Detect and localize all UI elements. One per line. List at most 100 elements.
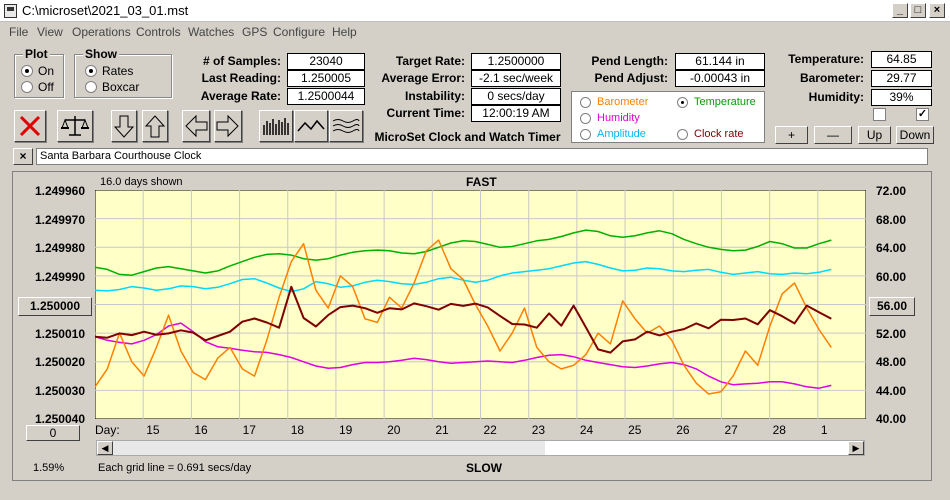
arrow-down-button[interactable] [111,110,137,142]
legend-clock-rate[interactable]: Clock rate [677,128,744,140]
arrow-right-button[interactable] [214,110,242,142]
right-center-button[interactable]: 56.00 [869,297,915,316]
x-tick-label: 23 [531,423,546,437]
arrow-left-button[interactable] [182,110,210,142]
samples-label: # of Samples: [202,54,281,68]
show-group: Show Rates Boxcar [74,47,172,98]
down-button[interactable]: Down [896,126,934,144]
menu-controls[interactable]: Controls [136,25,181,39]
legend-humidity-label: Humidity [597,112,640,124]
radio-dot-icon [21,81,33,93]
plot-on-label: On [38,64,55,78]
app-icon [4,4,17,18]
pend-length-label: Pend Length: [591,54,668,68]
stop-button[interactable] [14,110,46,142]
show-boxcar-radio[interactable]: Boxcar [85,80,139,94]
plot-off-radio[interactable]: Off [21,80,54,94]
humidity-value: 39% [871,89,932,106]
menu-configure[interactable]: Configure [273,25,326,39]
maximize-button[interactable]: □ [910,3,926,18]
scroll-right-arrow-icon[interactable]: ▶ [848,441,864,455]
option-checkbox-1[interactable] [873,108,886,121]
bottom-left-button[interactable]: 0 [26,425,80,441]
app-caption: MicroSet Clock and Watch Timer [374,130,561,144]
show-boxcar-label: Boxcar [102,80,140,94]
average-rate-label: Average Rate: [200,89,281,103]
show-rates-radio[interactable]: Rates [85,64,133,78]
left-center-button[interactable]: 1.250000 [18,297,92,316]
legend-humidity[interactable]: Humidity [580,112,640,124]
y-left-tick: 1.250010 [34,327,85,341]
radio-dot-icon [580,128,591,140]
x-tick-label: 22 [483,423,497,437]
plot-off-label: Off [38,80,54,94]
target-rate-value: 1.2500000 [471,53,561,70]
x-tick-label: 17 [242,423,256,437]
option-checkbox-2[interactable]: ✓ [916,108,929,121]
window-title: C:\microset\2021_03_01.mst [22,3,189,18]
plot-area [95,190,866,419]
arrow-left-icon [185,114,208,138]
clock-name-field[interactable]: Santa Barbara Courthouse Clock [36,148,928,165]
horizontal-scrollbar[interactable]: ◀ ▶ [96,440,865,456]
radio-dot-icon [677,96,688,108]
scroll-thumb[interactable] [545,441,849,455]
samples-value: 23040 [287,53,365,70]
show-rates-label: Rates [102,64,134,78]
close-window-button[interactable]: × [929,3,945,18]
arrow-up-button[interactable] [142,110,168,142]
x-tick-label: 26 [676,423,690,437]
legend-amplitude[interactable]: Amplitude [580,128,646,140]
x-tick-label: 27 [724,423,738,437]
line-plot-button[interactable] [294,110,328,142]
menu-gps[interactable]: GPS [242,25,268,39]
humidity-line [95,322,832,389]
temperature-value: 64.85 [871,51,932,68]
minimize-button[interactable]: _ [892,3,908,18]
fast-label: FAST [466,175,497,189]
menu-watches[interactable]: Watches [188,25,235,39]
target-rate-label: Target Rate: [395,54,465,68]
x-tick-label: 25 [628,423,642,437]
menu-view[interactable]: View [37,25,63,39]
x-tick-label: 24 [579,423,594,437]
radio-dot-icon [85,81,97,93]
title-bar: C:\microset\2021_03_01.mst _ □ × [0,0,950,22]
y-left-tick: 1.249980 [34,241,85,255]
barometer-line [95,239,832,395]
show-group-title: Show [83,47,119,61]
menu-file[interactable]: File [9,25,29,39]
wave-plot-button[interactable] [329,110,363,142]
y-right-tick: 48.00 [875,355,906,369]
menu-help[interactable]: Help [332,25,357,39]
y-right-tick: 72.00 [875,184,906,198]
legend-barometer[interactable]: Barometer [580,96,648,108]
x-tick-label: 15 [146,423,160,437]
bar-plot-icon [263,118,289,135]
up-button[interactable]: Up [858,126,891,144]
barometer-value: 29.77 [871,70,932,87]
arrow-down-icon [113,115,135,138]
average-error-label: Average Error: [381,71,465,85]
clear-name-button[interactable]: × [13,148,33,165]
radio-dot-icon [580,112,591,124]
plot-on-radio[interactable]: On [21,64,54,78]
wave-plot-icon [332,119,360,133]
x-tick-label: 1 [820,423,828,437]
bar-plot-button[interactable] [259,110,293,142]
radio-dot-icon [580,96,591,108]
y-right-tick: 44.00 [875,384,906,398]
menu-operations[interactable]: Operations [72,25,131,39]
balance-button[interactable] [57,110,93,142]
scroll-left-arrow-icon[interactable]: ◀ [97,441,113,455]
radio-dot-icon [85,65,97,77]
increase-button[interactable]: + [775,126,808,144]
pend-length-value: 61.144 in [675,53,765,70]
legend-temperature[interactable]: Temperature [677,96,756,108]
y-left-tick: 1.249990 [34,270,85,284]
legend-clock-rate-label: Clock rate [694,128,744,140]
y-right-tick: 40.00 [875,412,906,426]
x-tick-label: 19 [338,423,353,437]
x-tick-label: 18 [290,423,305,437]
decrease-button[interactable]: — [814,126,852,144]
